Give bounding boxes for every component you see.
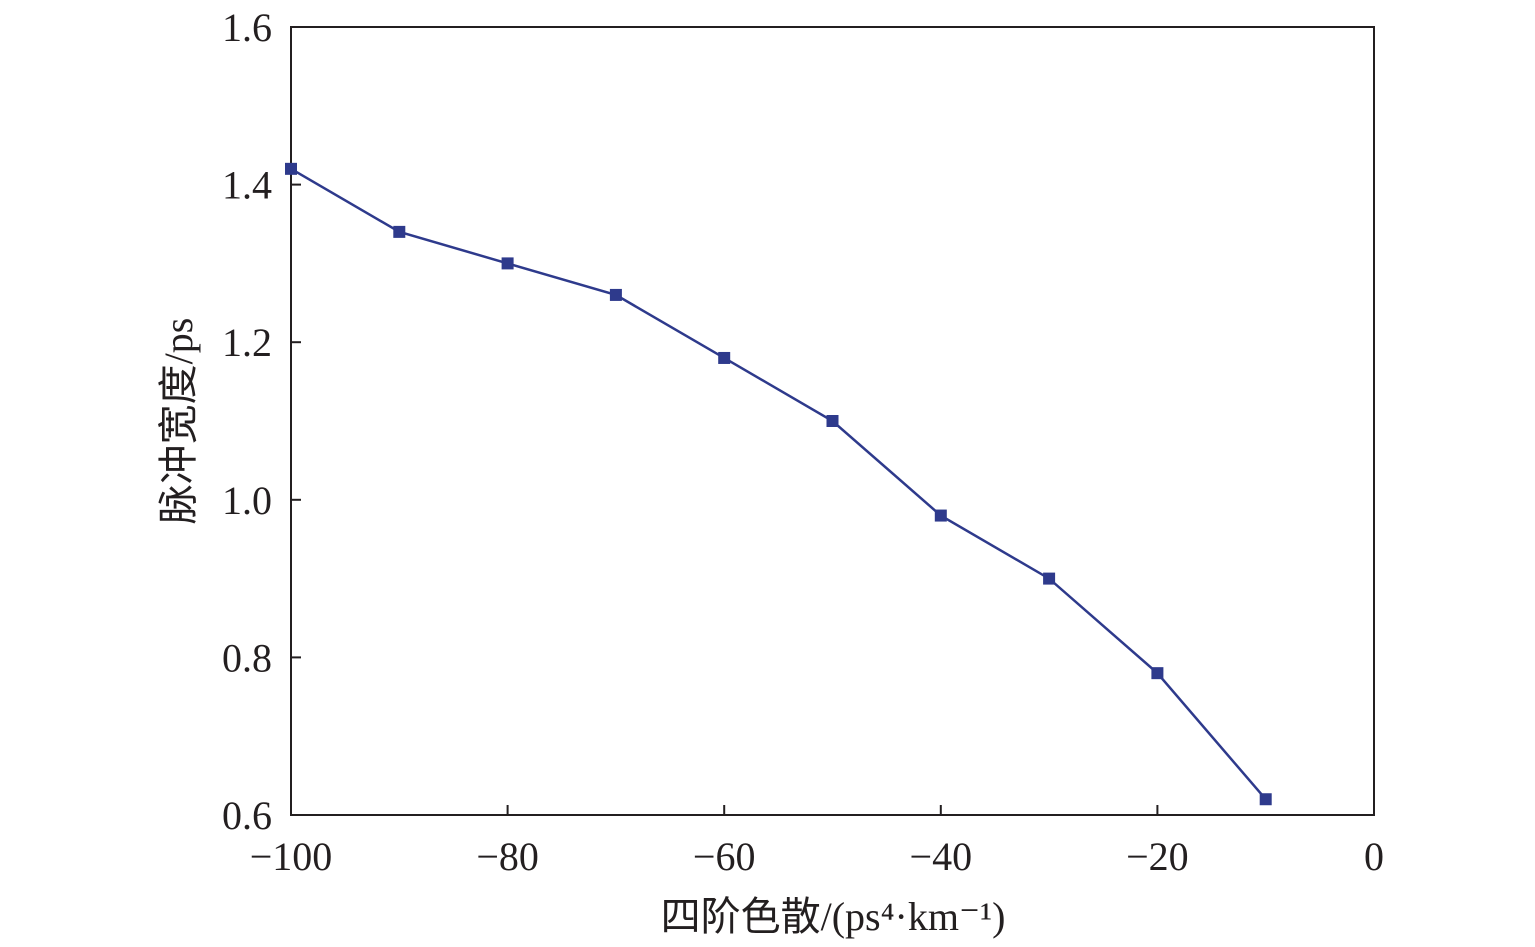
plot-frame (290, 26, 1375, 816)
x-tick-label: −40 (910, 834, 973, 879)
data-point (285, 162, 297, 175)
x-tick-label: −100 (250, 834, 333, 879)
data-point (1151, 667, 1164, 680)
y-tick-label: 1.4 (222, 163, 272, 208)
x-tick-label: 0 (1364, 834, 1384, 879)
data-point (826, 415, 839, 427)
y-tick-label: 0.8 (222, 635, 272, 680)
x-tick-label: −60 (693, 834, 756, 879)
x-tick-label: −80 (476, 834, 539, 879)
y-tick-label: 1.2 (222, 320, 272, 365)
y-tick-label: 1.0 (222, 478, 272, 523)
data-point (718, 351, 731, 364)
y-tick-label: 0.6 (222, 793, 272, 838)
series-line (290, 167, 1267, 801)
y-tick-label: 1.6 (222, 5, 272, 50)
data-point (609, 288, 622, 301)
data-point (934, 509, 947, 522)
data-point (1043, 572, 1056, 585)
data-point (501, 257, 514, 270)
data-point (1259, 793, 1272, 806)
y-axis-label: 脉冲宽度/ps (156, 318, 201, 525)
data-point (393, 225, 406, 238)
x-axis-label: 四阶色散/(ps⁴·km⁻¹) (661, 894, 1006, 939)
x-tick-label: −20 (1126, 834, 1189, 879)
